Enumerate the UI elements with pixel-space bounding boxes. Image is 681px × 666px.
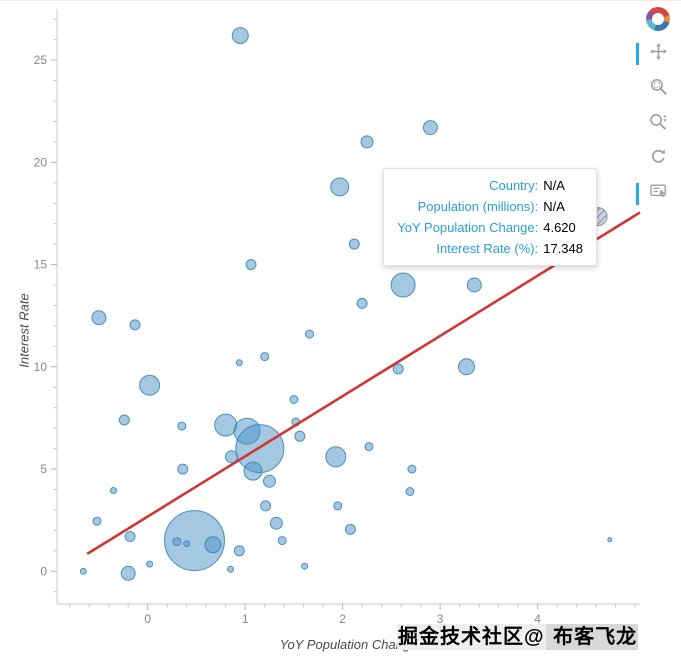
scatter-point[interactable] bbox=[139, 374, 161, 396]
tooltip-value: N/A bbox=[543, 199, 565, 214]
x-axis-title: YoY Population Change bbox=[279, 637, 418, 652]
tooltip-label: YoY Population Change: bbox=[397, 220, 539, 235]
watermark: 掘金技术社区@ 布客飞龙 bbox=[397, 620, 639, 650]
bokeh-logo[interactable] bbox=[646, 7, 670, 31]
tooltip-value: 17.348 bbox=[543, 241, 583, 256]
pan-tool-button[interactable] bbox=[636, 42, 670, 66]
scatter-point[interactable] bbox=[405, 487, 415, 496]
y-axis-title: Interest Rate bbox=[16, 293, 32, 368]
svg-text:3: 3 bbox=[437, 612, 444, 626]
scatter-point[interactable] bbox=[233, 545, 245, 557]
watermark-part1: 掘金技术社区@ bbox=[397, 624, 546, 650]
watermark-part2: 布客飞龙 bbox=[545, 624, 639, 650]
tooltip-value: 4.620 bbox=[543, 220, 576, 235]
scatter-point[interactable] bbox=[607, 537, 613, 543]
regression-line bbox=[86, 211, 641, 556]
svg-text:0: 0 bbox=[144, 612, 151, 626]
scatter-point[interactable] bbox=[458, 358, 475, 376]
scatter-point[interactable] bbox=[348, 238, 360, 250]
svg-text:15: 15 bbox=[34, 258, 48, 272]
scatter-point[interactable] bbox=[124, 531, 136, 542]
scatter-point[interactable] bbox=[204, 536, 222, 554]
scatter-point[interactable] bbox=[356, 297, 368, 309]
scatter-point[interactable] bbox=[129, 319, 141, 331]
scatter-point[interactable] bbox=[164, 510, 225, 572]
svg-text:0: 0 bbox=[40, 564, 47, 578]
svg-text:10: 10 bbox=[34, 360, 48, 374]
svg-text:1: 1 bbox=[242, 612, 249, 626]
scatter-point[interactable] bbox=[330, 177, 350, 197]
scatter-point[interactable] bbox=[301, 562, 309, 570]
tooltip-rows: Country: N/A Population (millions): N/A YoY … bbox=[397, 178, 583, 256]
scatter-point[interactable] bbox=[269, 516, 283, 530]
scatter-points bbox=[79, 27, 613, 581]
scatter-point[interactable] bbox=[177, 421, 187, 431]
scatter-point[interactable] bbox=[294, 430, 306, 442]
axes: 0 5 10 15 20 25 0 1 2 3 4 bbox=[34, 9, 640, 626]
scatter-point[interactable] bbox=[91, 310, 107, 326]
box-zoom-icon bbox=[649, 77, 668, 101]
reset-icon bbox=[649, 147, 668, 171]
scatter-point[interactable] bbox=[260, 352, 270, 362]
scatter-point[interactable] bbox=[172, 537, 182, 547]
scatter-point[interactable] bbox=[260, 500, 272, 512]
scatter-point[interactable] bbox=[263, 474, 276, 488]
tooltip-label: Country: bbox=[489, 178, 539, 193]
scatter-point[interactable] bbox=[407, 464, 417, 474]
reset-tool-button[interactable] bbox=[646, 147, 670, 171]
svg-text:20: 20 bbox=[34, 155, 48, 169]
scatter-point[interactable] bbox=[466, 277, 482, 293]
scatter-point[interactable] bbox=[360, 135, 374, 149]
pan-icon bbox=[649, 42, 668, 66]
scatter-point[interactable] bbox=[227, 565, 234, 573]
wheel-zoom-tool-button[interactable] bbox=[646, 112, 670, 136]
tooltip-label: Population (millions): bbox=[417, 199, 539, 214]
svg-text:2: 2 bbox=[339, 612, 346, 626]
svg-text:4: 4 bbox=[534, 612, 541, 626]
box-zoom-tool-button[interactable] bbox=[646, 77, 670, 101]
scatter-point[interactable] bbox=[79, 567, 87, 575]
scatter-point[interactable] bbox=[325, 446, 347, 468]
scatter-point[interactable] bbox=[120, 565, 136, 581]
scatter-point[interactable] bbox=[364, 442, 374, 452]
scatter-point[interactable] bbox=[183, 540, 191, 548]
hover-tool-button[interactable] bbox=[636, 182, 670, 206]
scatter-point[interactable] bbox=[146, 560, 154, 568]
svg-text:25: 25 bbox=[34, 53, 48, 67]
scatter-point[interactable] bbox=[235, 359, 243, 367]
scatter-point[interactable] bbox=[225, 450, 238, 464]
scatter-point[interactable] bbox=[177, 463, 189, 475]
bokeh-toolbar bbox=[636, 7, 672, 206]
scatter-point[interactable] bbox=[231, 27, 249, 45]
scatter-point[interactable] bbox=[214, 413, 238, 437]
hover-icon bbox=[649, 182, 668, 206]
scatter-point[interactable] bbox=[422, 120, 438, 136]
scatter-point[interactable] bbox=[390, 272, 416, 298]
scatter-point[interactable] bbox=[245, 259, 257, 271]
scatter-point[interactable] bbox=[277, 536, 287, 546]
scatter-point[interactable] bbox=[243, 461, 263, 481]
scatter-point[interactable] bbox=[392, 363, 404, 375]
scatter-point[interactable] bbox=[110, 487, 117, 494]
tooltip-value: N/A bbox=[543, 178, 565, 193]
hover-tooltip: Country: N/A Population (millions): N/A YoY … bbox=[383, 168, 597, 266]
svg-text:5: 5 bbox=[40, 462, 47, 476]
tooltip-label: Interest Rate (%): bbox=[436, 241, 539, 256]
scatter-point[interactable] bbox=[118, 414, 130, 426]
scatter-point[interactable] bbox=[333, 501, 343, 511]
scatter-point[interactable] bbox=[344, 523, 356, 535]
scatter-point[interactable] bbox=[289, 395, 299, 404]
scatter-point[interactable] bbox=[92, 516, 102, 526]
scatter-point[interactable] bbox=[305, 329, 314, 339]
wheel-zoom-icon bbox=[649, 112, 668, 136]
